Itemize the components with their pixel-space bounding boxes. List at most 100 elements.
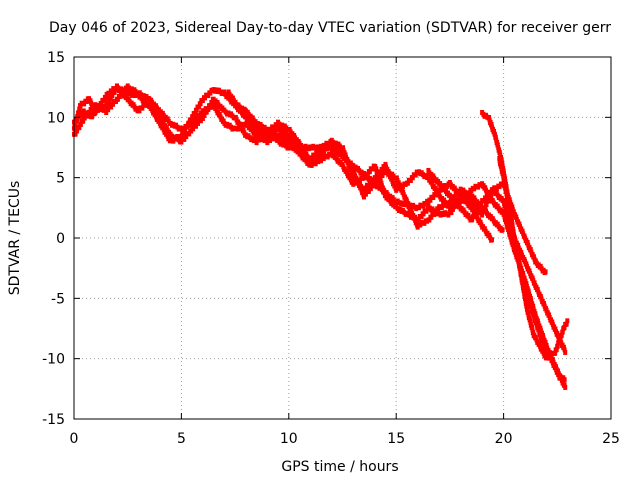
data-point	[90, 107, 95, 113]
y-tick-label: 10	[47, 110, 65, 126]
data-point	[559, 332, 564, 338]
data-point	[181, 130, 186, 136]
data-point	[561, 344, 566, 350]
data-point	[204, 109, 209, 115]
data-point	[373, 175, 378, 181]
data-point	[547, 352, 552, 358]
data-point	[414, 219, 419, 225]
data-point	[92, 111, 97, 117]
data-point	[499, 158, 504, 164]
data-point	[527, 268, 532, 274]
data-point	[511, 209, 516, 215]
data-point	[78, 103, 83, 109]
data-point	[540, 338, 545, 344]
data-point	[194, 107, 199, 113]
data-point	[447, 205, 452, 211]
data-point	[523, 298, 528, 304]
data-point	[487, 232, 492, 238]
data-point	[520, 273, 525, 279]
data-point	[112, 89, 117, 95]
data-point	[497, 149, 502, 155]
data-point	[528, 247, 533, 253]
data-point	[476, 184, 481, 190]
data-point	[363, 185, 368, 191]
data-point	[563, 349, 568, 355]
data-point	[540, 348, 545, 354]
data-point	[475, 207, 480, 213]
data-point	[380, 173, 385, 179]
data-point	[434, 209, 439, 215]
data-point	[392, 183, 397, 189]
data-point	[77, 106, 82, 112]
data-point	[400, 184, 405, 190]
data-point	[315, 154, 320, 160]
data-point	[550, 319, 555, 325]
data-point	[308, 161, 313, 167]
data-point	[500, 227, 505, 233]
data-point	[254, 140, 259, 146]
data-point	[562, 347, 567, 353]
data-point	[408, 178, 413, 184]
data-point	[508, 213, 513, 219]
data-point	[489, 237, 494, 243]
data-point	[429, 214, 434, 220]
data-point	[445, 183, 450, 189]
data-point	[75, 116, 80, 122]
data-point	[563, 384, 568, 390]
x-tick-label: 0	[70, 431, 79, 447]
data-point	[555, 343, 560, 349]
data-point	[505, 196, 510, 202]
data-point	[253, 137, 258, 143]
data-point	[447, 199, 452, 205]
y-tick-label: 15	[47, 50, 65, 66]
x-axis-label: GPS time / hours	[281, 459, 398, 475]
y-tick-label: 5	[56, 171, 65, 187]
data-point	[506, 199, 511, 205]
data-point	[316, 159, 321, 165]
data-point	[266, 133, 271, 139]
data-point	[102, 97, 107, 103]
data-point	[503, 186, 508, 192]
data-point	[531, 329, 536, 335]
data-point	[453, 203, 458, 209]
x-tick-label: 10	[280, 431, 298, 447]
data-point	[530, 275, 535, 281]
data-point	[107, 91, 112, 97]
data-point	[562, 377, 567, 383]
data-point	[468, 191, 473, 197]
data-point	[142, 102, 147, 108]
data-point	[397, 182, 402, 188]
data-point	[506, 226, 511, 232]
x-axis-ticks: 0 5 10 15 20 25	[70, 57, 620, 447]
data-point	[471, 214, 476, 220]
data-point	[542, 301, 547, 307]
data-point	[94, 108, 99, 114]
data-point	[210, 99, 215, 105]
data-point	[140, 105, 145, 111]
data-point	[536, 326, 541, 332]
data-point	[501, 198, 506, 204]
data-point	[313, 161, 318, 167]
data-point	[110, 88, 115, 94]
data-point	[419, 214, 424, 220]
x-tick-label: 25	[602, 431, 620, 447]
data-point	[473, 210, 478, 216]
data-point	[200, 116, 205, 122]
data-point	[510, 221, 515, 227]
data-point	[452, 194, 457, 200]
data-point	[78, 121, 83, 127]
data-point	[306, 156, 311, 162]
data-point	[401, 189, 406, 195]
data-point	[206, 93, 211, 99]
data-point	[109, 104, 114, 110]
data-point	[562, 325, 567, 331]
data-point	[490, 187, 495, 193]
data-point	[259, 135, 264, 141]
data-point	[206, 106, 211, 112]
data-point	[256, 137, 261, 143]
data-point	[502, 211, 507, 217]
data-point	[508, 216, 513, 222]
data-point	[449, 209, 454, 215]
gridlines	[74, 57, 611, 419]
data-point	[499, 163, 504, 169]
